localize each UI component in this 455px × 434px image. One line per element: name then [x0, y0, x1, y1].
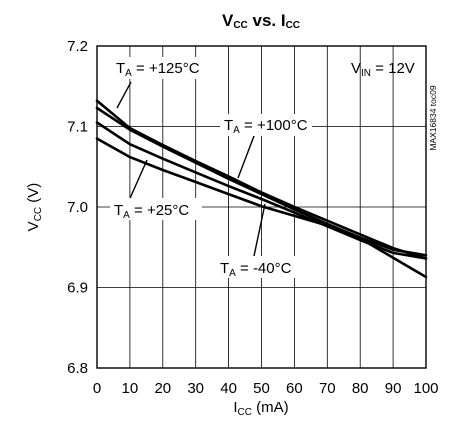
x-tick-label: 40	[220, 380, 237, 397]
y-tick-label: 7.2	[67, 38, 88, 55]
condition-label: VIN = 12V	[351, 60, 415, 79]
series-annotations: TA = +125°C TA = +100°C TA = +25°C TA = …	[110, 57, 312, 279]
leader-line-125c	[116, 81, 132, 109]
leader-line-25c	[126, 159, 148, 206]
y-tick-label: 6.8	[67, 360, 88, 377]
x-tick-label: 80	[352, 380, 369, 397]
leader-line-100c	[237, 135, 255, 179]
series-label-125c: TA = +125°C	[116, 60, 200, 79]
series-label-25c: TA = +25°C	[114, 202, 189, 221]
x-axis-label: ICC (mA)	[233, 399, 288, 418]
leader-line-minus40c	[253, 203, 266, 257]
series-layer	[95, 99, 428, 279]
plot-frame	[96, 45, 427, 369]
x-tick-label: 30	[187, 380, 204, 397]
x-tick-label: 90	[385, 380, 402, 397]
x-tick-label: 10	[122, 380, 139, 397]
label-bg-25c	[110, 198, 202, 220]
x-tick-labels: 0 10 20 30 40 50 60 70 80 90 100	[93, 380, 439, 397]
x-tick-label: 0	[93, 380, 101, 397]
series-line-plus125c	[95, 99, 428, 260]
series-line-minus40c	[95, 137, 428, 279]
y-tick-labels: 6.8 6.9 7.0 7.1 7.2	[67, 38, 88, 377]
y-tick-label: 7.1	[67, 119, 88, 136]
label-bg-100c	[220, 114, 312, 136]
chart-title: VCC vs. ICC	[222, 11, 300, 31]
series-line-plus100c	[95, 106, 428, 257]
label-bg-minus40c	[216, 256, 304, 278]
y-tick-label: 7.0	[67, 199, 88, 216]
series-label-100c: TA = +100°C	[224, 117, 308, 136]
figure-id: MAX16834 toc09	[428, 85, 438, 150]
x-tick-label: 50	[253, 380, 270, 397]
y-tick-label: 6.9	[67, 280, 88, 297]
y-axis-label: VCC (V)	[25, 183, 44, 232]
x-tick-label: 100	[413, 380, 438, 397]
x-tick-label: 20	[154, 380, 171, 397]
x-tick-label: 60	[286, 380, 303, 397]
series-label-minus40c: TA = -40°C	[220, 260, 292, 279]
label-bg-125c	[112, 57, 208, 79]
x-tick-label: 70	[319, 380, 336, 397]
